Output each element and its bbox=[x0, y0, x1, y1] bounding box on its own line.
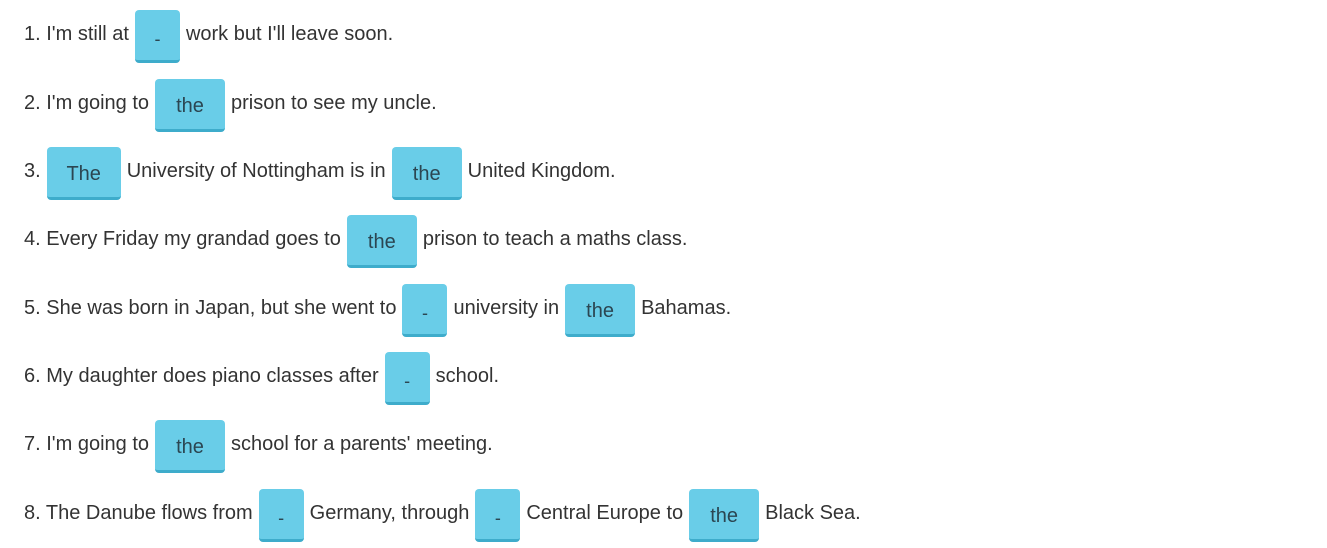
sentence-text: 5. She was born in Japan, but she went t… bbox=[24, 297, 397, 319]
answer-blank[interactable]: - bbox=[134, 9, 180, 63]
answer-blank[interactable]: the bbox=[689, 488, 760, 542]
sentence-text: 7. I'm going to bbox=[24, 433, 149, 455]
sentence-8: 8. The Danube flows from - Germany, thro… bbox=[24, 487, 861, 543]
answer-blank[interactable]: - bbox=[384, 351, 430, 405]
answer-blank[interactable]: the bbox=[346, 214, 417, 268]
sentence-text: 2. I'm going to bbox=[24, 92, 149, 114]
sentence-text: Germany, through bbox=[309, 502, 470, 524]
answer-blank[interactable]: the bbox=[155, 78, 225, 132]
sentence-6: 6. My daughter does piano classes after … bbox=[24, 350, 499, 406]
sentence-text: Black Sea. bbox=[765, 502, 861, 524]
sentence-text: school for a parents' meeting. bbox=[231, 433, 493, 455]
sentence-text: 1. I'm still at bbox=[24, 23, 129, 45]
sentence-5: 5. She was born in Japan, but she went t… bbox=[24, 282, 731, 338]
sentence-text: prison to teach a maths class. bbox=[422, 228, 688, 250]
answer-blank[interactable]: - bbox=[402, 283, 448, 337]
answer-blank[interactable]: - bbox=[475, 488, 521, 542]
answer-blank[interactable]: The bbox=[46, 146, 121, 200]
sentence-2: 2. I'm going to the prison to see my unc… bbox=[24, 77, 437, 133]
sentence-3: 3. The University of Nottingham is in th… bbox=[24, 145, 616, 201]
sentence-text: Central Europe to bbox=[526, 502, 684, 524]
sentence-text: prison to see my uncle. bbox=[231, 92, 437, 114]
sentence-text: Bahamas. bbox=[641, 297, 732, 319]
sentence-text: 8. The Danube flows from bbox=[24, 502, 253, 524]
sentence-7: 7. I'm going to the school for a parents… bbox=[24, 418, 493, 474]
sentence-text: University of Nottingham is in bbox=[126, 160, 386, 182]
sentence-text: 3. bbox=[24, 160, 41, 182]
sentence-text: United Kingdom. bbox=[467, 160, 616, 182]
answer-blank[interactable]: the bbox=[565, 283, 636, 337]
sentence-1: 1. I'm still at - work but I'll leave so… bbox=[24, 8, 393, 64]
answer-blank[interactable]: - bbox=[258, 488, 304, 542]
sentence-text: university in bbox=[453, 297, 560, 319]
sentence-text: 6. My daughter does piano classes after bbox=[24, 365, 379, 387]
sentence-text: work but I'll leave soon. bbox=[185, 23, 394, 45]
answer-blank[interactable]: the bbox=[391, 146, 462, 200]
sentence-text: school. bbox=[435, 365, 500, 387]
sentence-text: 4. Every Friday my grandad goes to bbox=[24, 228, 341, 250]
answer-blank[interactable]: the bbox=[155, 419, 225, 473]
sentence-4: 4. Every Friday my grandad goes to the p… bbox=[24, 213, 687, 269]
